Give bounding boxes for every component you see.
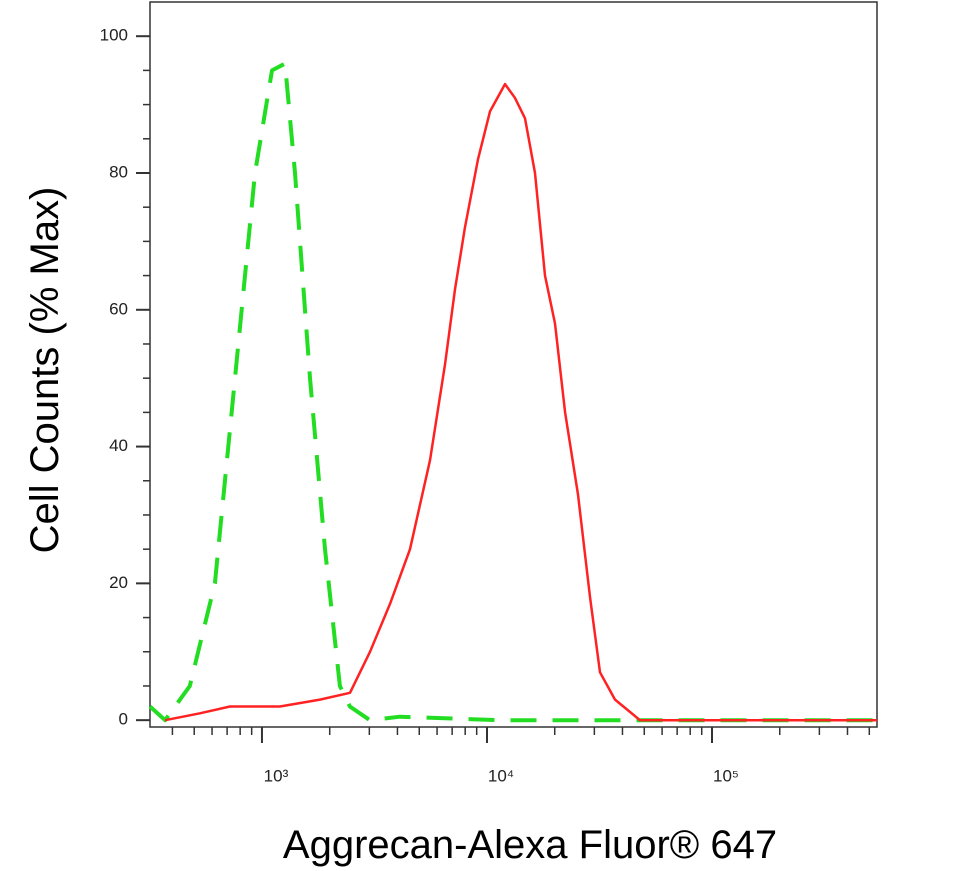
y-axis-title: Cell Counts (% Max) [23, 187, 67, 554]
y-tick-label: 80 [109, 162, 128, 181]
series-line [164, 82, 877, 722]
y-tick-label: 60 [109, 299, 128, 318]
y-tick-label: 100 [100, 26, 128, 45]
x-tick-label: 10⁴ [488, 766, 514, 785]
x-axis-title: Aggrecan-Alexa Fluor® 647 [283, 823, 777, 867]
y-tick-label: 20 [109, 573, 128, 592]
series-line [148, 61, 877, 723]
plot-frame [149, 1, 878, 728]
y-tick-label: 40 [109, 436, 128, 455]
y-tick-label: 0 [119, 710, 128, 729]
x-tick-label: 10⁵ [713, 766, 739, 785]
x-tick-label: 10³ [264, 766, 289, 785]
